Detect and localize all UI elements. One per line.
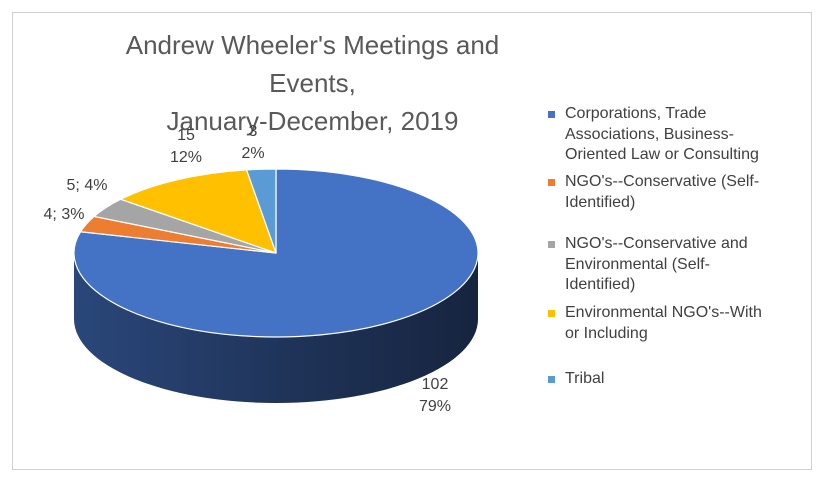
legend-swatch (548, 111, 555, 118)
legend-label: Corporations, Trade (565, 105, 707, 122)
data-label-line: 4; 3% (43, 206, 85, 223)
legend-label: Identified) (565, 276, 636, 293)
legend-label: Associations, Business- (565, 125, 734, 143)
pie-side-0 (74, 253, 478, 403)
legend-label: NGO's--Conservative (Self- (565, 173, 760, 190)
data-label-line: 5; 4% (66, 177, 108, 194)
pie-slices (73, 168, 479, 338)
legend-swatch (548, 241, 555, 248)
pie-slice-3 (120, 169, 277, 254)
legend-item: NGO's--Conservative and Environmental (Se… (548, 234, 808, 296)
data-label-line: 12% (169, 149, 203, 166)
legend-label: Tribal (565, 370, 605, 387)
legend-item: Corporations, Trade Associations, Busines… (548, 104, 808, 166)
data-label: 3 2% (233, 121, 273, 165)
chart-title-line-2: January-December, 2019 (166, 106, 459, 136)
legend-swatch (548, 376, 555, 383)
legend-label: Oriented Law or Consulting (565, 146, 759, 163)
legend-label: Environmental NGO's--With (565, 304, 762, 321)
legend-swatch (548, 179, 555, 186)
data-label-line: 102 (421, 376, 449, 393)
pie-side-walls (74, 253, 478, 403)
legend-item: Environmental NGO's--With or Including (548, 303, 808, 344)
legend-swatch (548, 310, 555, 317)
legend-label: Identified) (565, 193, 636, 211)
legend-item: Tribal (548, 369, 808, 390)
data-label-line: 15 (177, 127, 195, 144)
data-label-line: 2% (241, 145, 265, 162)
data-label-line: 3 (248, 123, 258, 140)
chart-title: Andrew Wheeler's Meetings and Events, Ja… (105, 26, 520, 140)
chart-title-line-1: Andrew Wheeler's Meetings and Events, (125, 30, 500, 98)
pie-slice-4 (245, 168, 277, 254)
legend-label: Environmental (Self- (565, 255, 710, 273)
legend-label: or Including (565, 324, 648, 342)
data-label: 5; 4% (57, 175, 117, 197)
data-label: 15 12% (156, 125, 216, 169)
legend-item: NGO's--Conservative (Self- Identified) (548, 172, 808, 213)
data-label-line: 79% (418, 398, 452, 415)
legend-label: NGO's--Conservative and (565, 235, 748, 252)
data-label: 4; 3% (34, 204, 94, 226)
data-label: 102 79% (395, 374, 475, 418)
